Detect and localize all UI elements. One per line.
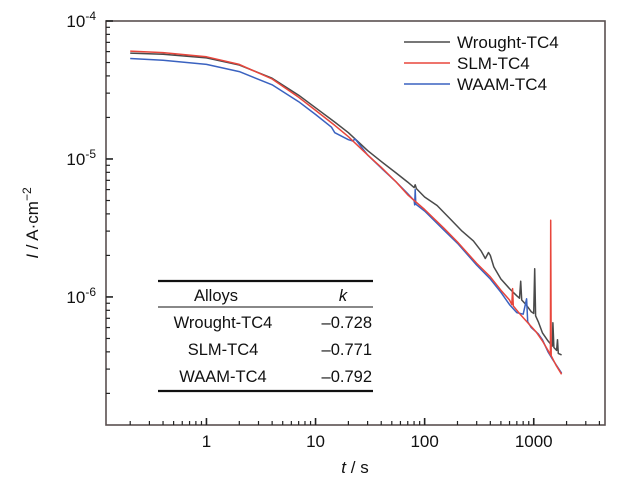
- curves-layer: [130, 50, 563, 375]
- y-tick-base: 10: [66, 12, 85, 31]
- y-tick-exponent: -6: [85, 285, 96, 299]
- y-tick-label: 10-5: [66, 147, 96, 169]
- y-tick-base: 10: [66, 150, 85, 169]
- y-tick-label: 10-6: [66, 285, 96, 307]
- inset-table: Alloys k Wrought-TC4 –0.728 SLM-TC4 –0.771 WAA…: [158, 279, 373, 393]
- x-axis-title: t / s: [341, 458, 368, 477]
- y-tick-base: 10: [66, 288, 85, 307]
- legend-label: SLM-TC4: [457, 54, 530, 73]
- table-cell-k: –0.771: [322, 341, 372, 359]
- y-axis-variable: I: [23, 254, 42, 259]
- y-axis-title: I / A·cm−2: [20, 187, 42, 259]
- x-tick-label: 1000: [515, 432, 553, 451]
- x-tick-labels: 1 10 100 1000: [202, 432, 553, 451]
- legend: Wrought-TC4 SLM-TC4 WAAM-TC4: [404, 33, 559, 94]
- table-cell-alloy: WAAM-TC4: [179, 368, 266, 386]
- x-axis-unit: / s: [346, 458, 369, 477]
- axis-ticks: [106, 20, 601, 425]
- x-tick-label: 1: [202, 432, 211, 451]
- table-cell-alloy: SLM-TC4: [188, 341, 259, 359]
- table-cell-alloy: Wrought-TC4: [174, 314, 273, 332]
- x-axis-variable: t: [341, 458, 347, 477]
- table-cell-k: –0.728: [322, 314, 372, 332]
- y-axis-unit: / A·cm: [23, 201, 42, 254]
- y-tick-exponent: -5: [85, 147, 96, 161]
- series-line-wrought-tc4: [130, 52, 562, 356]
- table-cell-k: –0.792: [322, 368, 372, 386]
- x-tick-label: 10: [306, 432, 325, 451]
- legend-label: Wrought-TC4: [457, 33, 559, 52]
- legend-label: WAAM-TC4: [457, 75, 547, 94]
- plot-frame: [105, 20, 606, 426]
- y-tick-exponent: -4: [85, 9, 96, 23]
- y-axis-unit-exponent: −2: [20, 187, 34, 201]
- y-tick-label: 10-4: [66, 9, 96, 31]
- table-header-k: k: [339, 287, 348, 305]
- y-tick-labels: 10-410-510-6: [66, 9, 96, 307]
- x-tick-label: 100: [410, 432, 438, 451]
- table-header-alloys: Alloys: [194, 287, 238, 305]
- series-line-slm-tc4: [130, 50, 563, 375]
